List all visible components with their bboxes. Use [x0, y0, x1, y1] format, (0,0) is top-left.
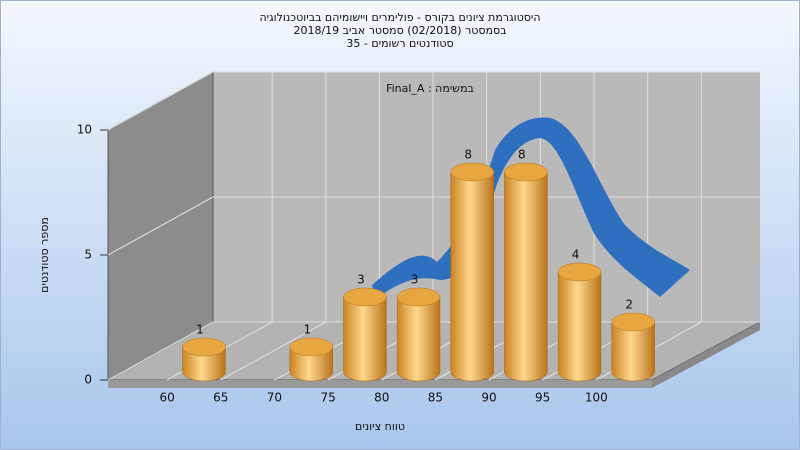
- bar: [450, 162, 494, 382]
- x-tick-label: 100: [585, 391, 608, 405]
- bar-top: [289, 337, 333, 357]
- bar-body: [289, 346, 333, 382]
- bar-top: [611, 312, 655, 332]
- bar-top: [343, 287, 387, 307]
- floor-side: [652, 322, 760, 388]
- value-label: 8: [464, 148, 472, 162]
- x-tick-label: 95: [535, 391, 550, 405]
- bar: [343, 287, 387, 382]
- grid-line: [220, 321, 327, 381]
- chart-subtitle: בסמסטר (02/2018) סמסטר אביב 2018/19: [293, 24, 506, 37]
- bar-body: [450, 171, 494, 382]
- bar-top: [504, 162, 548, 182]
- bar-body: [611, 321, 655, 382]
- x-tick-label: 75: [320, 391, 335, 405]
- bar: [557, 262, 602, 382]
- annotation: Final_A : במשימה: [386, 82, 474, 95]
- value-label: 1: [196, 323, 204, 337]
- value-label: 2: [625, 298, 633, 312]
- value-label: 3: [357, 273, 365, 287]
- x-tick-label: 80: [374, 391, 389, 405]
- floor-edge: [108, 380, 652, 388]
- value-label: 8: [518, 148, 526, 162]
- x-tick-label: 85: [428, 391, 443, 405]
- bar-top: [557, 262, 602, 282]
- x-tick-label: 65: [213, 391, 228, 405]
- bar-top: [182, 337, 226, 357]
- bar-top: [450, 162, 494, 182]
- bar: [289, 337, 333, 382]
- y-tick-label: 10: [77, 123, 92, 137]
- bar: [182, 337, 226, 382]
- value-label: 4: [572, 248, 580, 262]
- value-label: 3: [411, 273, 419, 287]
- x-axis-label: טווח ציונים: [355, 420, 405, 433]
- chart-title: היסטוגרמת ציונים בקורס - פולימרים ויישומ…: [259, 11, 540, 24]
- y-tick-label: 5: [84, 248, 92, 262]
- bar-body: [557, 271, 602, 382]
- y-axis-label: מספר סטודנטים: [38, 217, 51, 293]
- bar-body: [396, 296, 441, 382]
- x-tick-label: 90: [481, 391, 496, 405]
- x-tick-label: 70: [267, 391, 282, 405]
- value-label: 1: [303, 323, 311, 337]
- x-tick-label: 60: [160, 391, 175, 405]
- grid-line: [107, 321, 214, 381]
- chart-subtitle: סטודנטים רשומים - 35: [346, 37, 453, 50]
- grid-line: [107, 196, 214, 256]
- bar: [611, 312, 655, 382]
- bar: [504, 162, 548, 382]
- grid-line: [107, 71, 214, 131]
- bar: [396, 287, 441, 382]
- bar-body: [343, 296, 387, 382]
- bar-body: [182, 346, 226, 382]
- bar-body: [504, 171, 548, 382]
- bar-top: [396, 287, 441, 307]
- y-tick-label: 0: [84, 373, 92, 387]
